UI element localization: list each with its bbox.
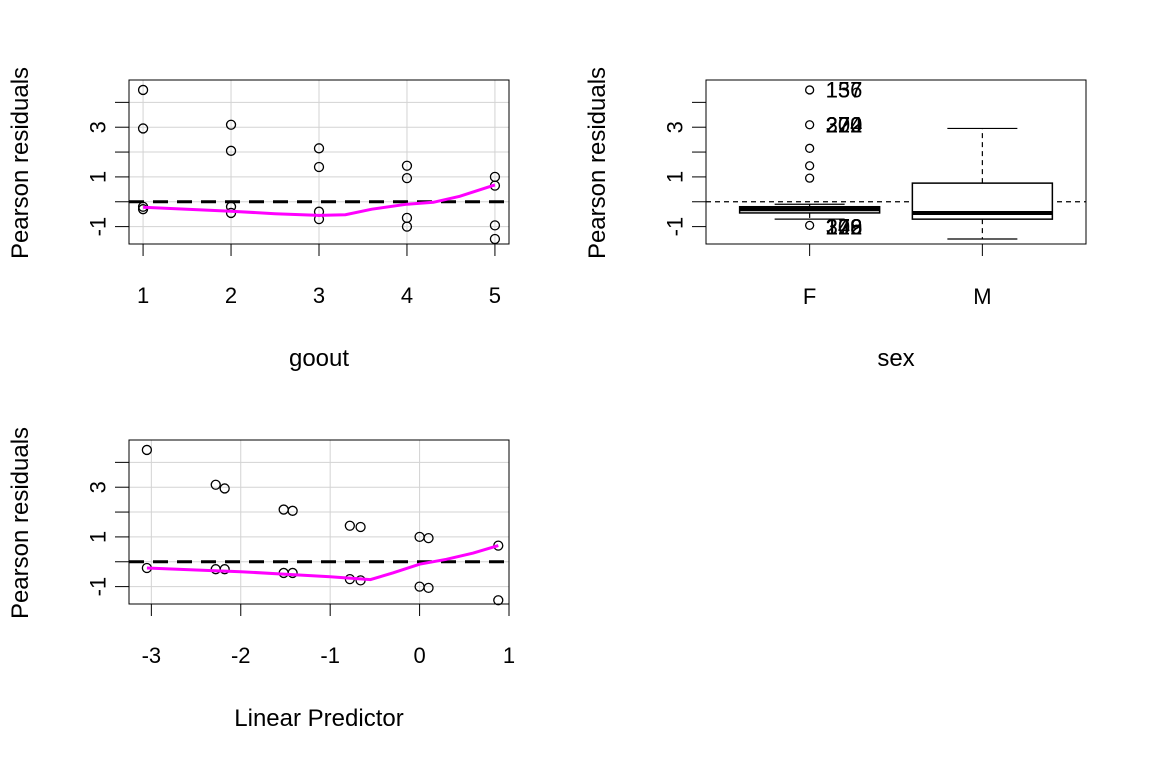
outlier-point bbox=[804, 85, 815, 95]
x-tick-label: 1 bbox=[137, 283, 149, 308]
x-axis-label: Linear Predictor bbox=[234, 705, 403, 732]
panel-linear-predictor: Linear Predictor Pearson residuals -1 1 3 -… bbox=[7, 427, 515, 732]
residual-point bbox=[219, 564, 230, 575]
y-tick-label: -1 bbox=[663, 217, 688, 237]
residual-point bbox=[313, 161, 325, 173]
y-tick-label: 3 bbox=[86, 121, 111, 133]
residual-point bbox=[141, 444, 153, 456]
outlier-id-label: 372 bbox=[826, 112, 863, 137]
residual-point bbox=[401, 221, 413, 232]
x-tick-label: M bbox=[973, 284, 991, 309]
residual-point bbox=[355, 521, 366, 533]
outlier-point bbox=[804, 161, 815, 171]
y-axis-label: Pearson residuals bbox=[7, 427, 34, 619]
outlier-id-label: 136 bbox=[826, 78, 863, 103]
residual-point bbox=[489, 233, 501, 245]
x-tick-label: F bbox=[803, 284, 816, 309]
smooth-curve bbox=[143, 183, 496, 217]
residual-point bbox=[423, 582, 434, 593]
y-axis-label: Pearson residuals bbox=[584, 67, 611, 259]
x-tick-label: 4 bbox=[401, 283, 413, 308]
residual-point bbox=[313, 143, 325, 154]
residual-point bbox=[137, 204, 149, 215]
outlier-id-label: 129 bbox=[826, 214, 863, 239]
y-tick-label: 3 bbox=[663, 121, 688, 133]
residual-point bbox=[344, 520, 355, 531]
plot-frame bbox=[128, 439, 510, 605]
x-axis-label: sex bbox=[877, 345, 914, 372]
x-tick-label: 3 bbox=[313, 283, 325, 308]
panel-goout: goout Pearson residuals -1 1 3 1 2 3 4 5 bbox=[7, 67, 510, 372]
outlier-point bbox=[804, 220, 815, 231]
x-tick-label: 2 bbox=[225, 283, 237, 308]
x-tick-label: -1 bbox=[320, 643, 340, 668]
x-tick-label: -2 bbox=[231, 643, 251, 668]
y-tick-label: -1 bbox=[86, 577, 111, 597]
x-tick-label: 0 bbox=[413, 643, 425, 668]
y-tick-label: 1 bbox=[86, 171, 111, 183]
residual-point bbox=[287, 505, 298, 516]
y-tick-label: 1 bbox=[86, 531, 111, 543]
x-axis-label: goout bbox=[289, 345, 349, 372]
y-tick-label: -1 bbox=[86, 217, 111, 237]
residual-point bbox=[423, 533, 434, 544]
outlier-point bbox=[804, 120, 815, 130]
outlier-point bbox=[804, 143, 815, 153]
residual-point bbox=[278, 504, 289, 515]
residual-point bbox=[489, 220, 501, 231]
residual-point bbox=[225, 145, 237, 156]
outlier-id-label: 308 bbox=[826, 214, 863, 239]
smooth-curve bbox=[146, 544, 499, 582]
outlier-id-label: 200 bbox=[826, 112, 863, 137]
residual-point bbox=[401, 160, 413, 171]
x-tick-label: 1 bbox=[503, 643, 515, 668]
outlier-id-label: 176 bbox=[826, 214, 863, 239]
x-tick-label: -3 bbox=[142, 643, 162, 668]
plot-frame bbox=[705, 79, 1087, 245]
residual-point bbox=[225, 119, 237, 130]
residual-point bbox=[219, 483, 230, 494]
outlier-id-label: 272 bbox=[826, 112, 863, 137]
y-axis-label: Pearson residuals bbox=[7, 67, 34, 259]
outlier-id-label: 242 bbox=[826, 214, 863, 239]
outlier-id-label: 157 bbox=[826, 78, 863, 103]
residual-point bbox=[401, 173, 413, 184]
residual-point bbox=[137, 84, 149, 96]
y-tick-label: 3 bbox=[86, 481, 111, 493]
residual-point bbox=[137, 123, 149, 134]
outlier-point bbox=[804, 173, 815, 183]
x-tick-label: 5 bbox=[489, 283, 501, 308]
y-tick-label: 1 bbox=[663, 171, 688, 183]
outlier-id-label: 224 bbox=[826, 112, 863, 137]
residual-point bbox=[493, 595, 504, 606]
residual-point bbox=[210, 479, 221, 490]
